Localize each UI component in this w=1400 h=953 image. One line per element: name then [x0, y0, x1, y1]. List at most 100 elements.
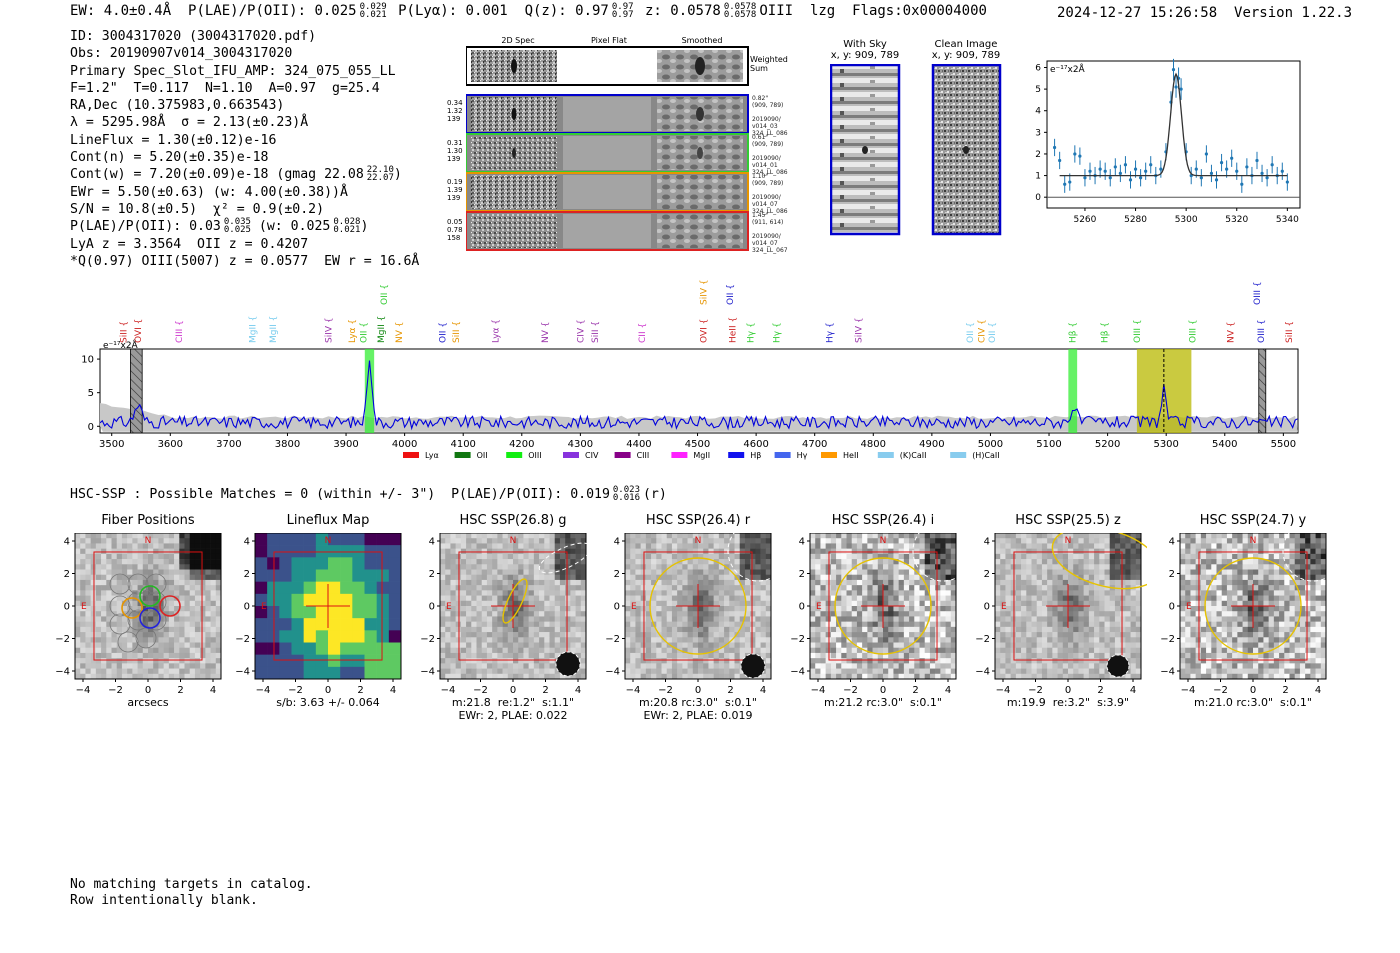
info-cont-w: Cont(w) = 7.20(±0.09)e-18 (gmag 22.08: [70, 167, 364, 183]
cutout-caption: arcsecs: [127, 696, 169, 709]
full-line-label-36: OIII {: [1253, 281, 1263, 305]
cutout-xtick-label-4: 4: [1315, 685, 1321, 696]
version: Version 1.22.3: [1234, 5, 1353, 21]
zoom-unit-label: e⁻¹⁷x2Å: [1050, 63, 1086, 75]
spec2d-side-2: 1.10" (909, 789) 2019090/ v014_07 324_LL…: [752, 173, 788, 215]
zoom-point-39: [1240, 182, 1244, 186]
zoom-ytick-label-5: 5: [1035, 85, 1041, 95]
cutout-xtick-label-3: 2: [542, 685, 548, 696]
cutout-xtick-label-2: 0: [1250, 685, 1256, 696]
neighbor-ellipse: [1282, 533, 1332, 582]
full-xtick-label-17: 5200: [1095, 439, 1120, 450]
hsc-header-band: (r): [642, 487, 667, 502]
cutout-ytick-label-4: −4: [235, 667, 250, 678]
full-line-label-11: SiII {: [452, 321, 462, 343]
zoom-xtick-label-3: 5320: [1225, 215, 1248, 225]
full-line-label-34: SiIV {: [699, 279, 709, 305]
cutout-xtick-label-2: 0: [510, 685, 516, 696]
cutout-ytick-label-0: 4: [64, 537, 70, 548]
cutout-xtick-label-2: 0: [145, 685, 151, 696]
east-label: E: [816, 602, 822, 612]
full-xtick-label-4: 3900: [333, 439, 358, 450]
info-q: *Q(0.97) OIII(5007) z = 0.0577 EW r = 16…: [70, 253, 420, 269]
cutout-xtick-label-1: −2: [1028, 685, 1043, 696]
zoom-point-31: [1199, 176, 1203, 180]
info-plae: P(LAE)/P(OII): 0.03: [70, 219, 221, 235]
info-primary: Primary Spec_Slot_IFU_AMP: 324_075_055_L…: [70, 63, 396, 79]
cutout-xtick-label-3: 2: [177, 685, 183, 696]
cutout-aperture-box: [1198, 551, 1308, 661]
zoom-ytick-label-2: 2: [1035, 150, 1041, 160]
cutout-aperture-box: [643, 551, 753, 661]
zoom-point-38: [1235, 169, 1239, 173]
north-label: N: [880, 536, 887, 546]
cutout-aperture-box: [93, 551, 203, 661]
zoom-fit-curve: [1059, 72, 1288, 177]
neighbor-ellipse: [538, 542, 592, 574]
cutout-ytick-label-0: 4: [799, 537, 805, 548]
legend-label-0: Lyα: [425, 451, 439, 460]
full-line-label-23: OII {: [966, 322, 976, 343]
legend-swatch-9: [877, 452, 894, 458]
full-xtick-label-15: 5000: [978, 439, 1003, 450]
cutout-ytick-label-1: 2: [614, 569, 620, 580]
info-plae-row: P(LAE)/P(OII): 0.03 0.035 0.025 (w: 0.025 0…: [70, 218, 419, 235]
full-line-label-17: OVI {: [699, 319, 709, 343]
info-plae-w-hi: 0.028: [333, 217, 361, 228]
full-xtick-label-12: 4700: [802, 439, 827, 450]
zoom-point-1: [1058, 158, 1062, 163]
header-z: z: 0.0578: [644, 3, 721, 19]
info-cont-w-row: Cont(w) = 7.20(±0.09)e-18 (gmag 22.08 22.…: [70, 166, 419, 183]
cutout-image-z: N E −4 4 −2 2 0 0 2 −2 4 −4: [975, 533, 1147, 696]
sky-thumbnails: [830, 64, 1002, 236]
fiber-circle-green: [139, 585, 161, 607]
zoom-point-43: [1260, 171, 1264, 176]
cutout-xtick-label-0: −4: [811, 685, 826, 696]
cutout-caption: m:20.8 rc:3.0" s:0.1" EWr: 2, PLAE: 0.01…: [639, 696, 757, 722]
cutout-ytick-label-4: −4: [605, 667, 620, 678]
full-line-label-20: Hγ {: [773, 322, 783, 343]
header-qz-hi: 0.97: [611, 2, 634, 12]
header-flags: Flags:0x00004000: [852, 3, 987, 19]
full-line-label-14: CIV {: [576, 319, 586, 343]
east-label: E: [1186, 602, 1192, 612]
cutout-caption: m:21.0 rc:3.0" s:0.1": [1194, 696, 1312, 709]
cutout-pixels: [625, 533, 772, 680]
fiber-circle-orange: [121, 597, 143, 619]
cutout-ytick-label-1: 2: [984, 569, 990, 580]
east-label: E: [1001, 602, 1007, 612]
zoom-xtick-label-4: 5340: [1276, 215, 1299, 225]
legend-swatch-1: [454, 452, 471, 458]
cutout-ytick-label-3: −2: [790, 634, 805, 645]
full-line-label-29: OIII {: [1189, 319, 1199, 343]
zoom-point-45: [1270, 163, 1274, 167]
zoom-point-47: [1280, 169, 1284, 173]
north-label: N: [695, 536, 702, 546]
header-plae: P(LAE)/P(OII): 0.025: [188, 3, 357, 19]
source-ellipse: [649, 557, 747, 655]
zoom-point-9: [1098, 167, 1102, 171]
cutout-title: HSC SSP(24.7) y: [1199, 513, 1307, 528]
header-plya: P(Lyα): 0.001: [398, 3, 508, 19]
zoom-point-21: [1159, 167, 1163, 171]
full-xtick-label-2: 3700: [216, 439, 241, 450]
full-line-label-0: SiII {: [119, 321, 129, 343]
cutout-caption: s/b: 3.63 +/- 0.064: [276, 696, 380, 709]
fiber-circle-blue: [139, 607, 161, 629]
cutout-image-y: N E −4 4 −2 2 0 0 2 −2 4 −4: [1160, 533, 1332, 696]
neighbor-ellipse: [912, 533, 962, 582]
cutout-ytick-label-0: 4: [244, 537, 250, 548]
zoom-point-11: [1108, 176, 1112, 180]
zoom-point-2: [1063, 182, 1067, 186]
info-plae-lo: 0.025: [223, 225, 251, 236]
zoom-ytick-label-0: 0: [1035, 193, 1041, 203]
cutout-ytick-label-3: −2: [605, 634, 620, 645]
full-xtick-label-18: 5300: [1153, 439, 1178, 450]
zoom-ytick-label-3: 3: [1035, 128, 1041, 138]
cutout-title: HSC SSP(26.4) r: [645, 513, 751, 528]
cutout-aperture-box: [828, 551, 938, 661]
with-sky-title: With Sky: [843, 39, 887, 50]
cutout-image-fiber: N E −4 4 −2 2 0 0 2 −2 4 −4: [55, 533, 222, 696]
fiber-circle-6: [109, 613, 131, 635]
cutout-title: HSC SSP(25.5) z: [1015, 513, 1121, 528]
